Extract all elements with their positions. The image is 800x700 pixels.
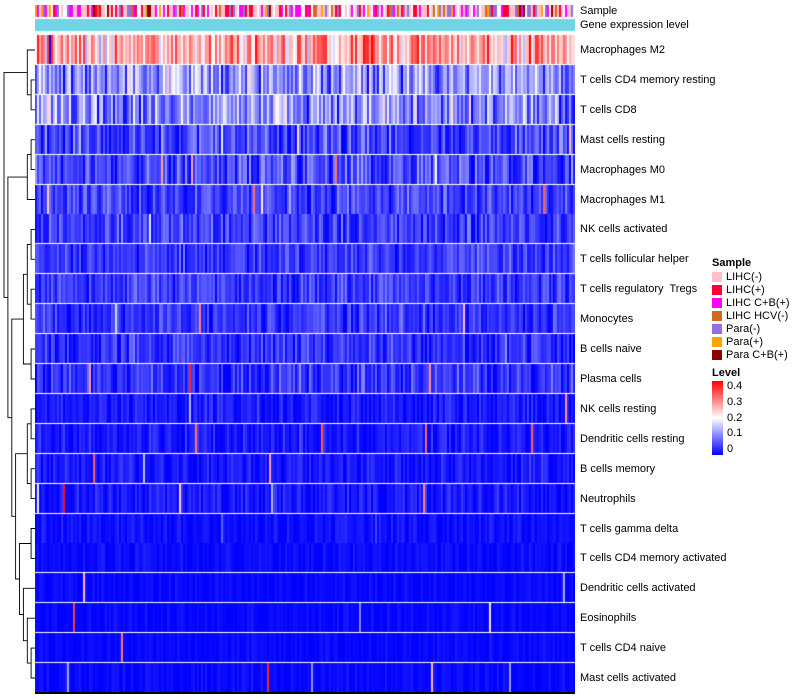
legend-item: LIHC(-) bbox=[712, 271, 790, 283]
row-label-nk-cells-activated: NK cells activated bbox=[580, 223, 668, 236]
legend: Sample LIHC(-) LIHC(+) LIHC C+B(+) LIHC HCV… bbox=[712, 257, 790, 455]
legend-item: LIHC HCV(-) bbox=[712, 310, 790, 322]
sample-annotation-label: Sample bbox=[580, 5, 618, 17]
row-label-monocytes: Monocytes bbox=[580, 313, 634, 326]
row-dendrogram bbox=[3, 49, 35, 679]
legend-swatch bbox=[712, 298, 722, 308]
legend-level-title: Level bbox=[712, 367, 741, 379]
legend-item-label: Para(-) bbox=[726, 323, 761, 335]
row-label-nk-cells-resting: NK cells resting bbox=[580, 402, 657, 415]
row-label-t-cells-follicular-helper: T cells follicular helper bbox=[580, 253, 689, 266]
row-label-t-cells-cd4-memory-activated: T cells CD4 memory activated bbox=[580, 552, 727, 565]
legend-item-label: LIHC(-) bbox=[726, 271, 763, 283]
row-label-dendritic-cells-resting: Dendritic cells resting bbox=[580, 432, 685, 445]
legend-swatch bbox=[712, 324, 722, 334]
row-label-macrophages-m1: Macrophages M1 bbox=[580, 193, 665, 206]
row-label-b-cells-naive: B cells naive bbox=[580, 343, 642, 356]
legend-item: Para C+B(+) bbox=[712, 349, 790, 361]
legend-item-label: Para(+) bbox=[726, 336, 763, 348]
level-gradient-bar bbox=[712, 381, 723, 455]
row-label-macrophages-m2: Macrophages M2 bbox=[580, 43, 665, 56]
legend-item: LIHC C+B(+) bbox=[712, 297, 790, 309]
legend-item: LIHC(+) bbox=[712, 284, 790, 296]
row-label-macrophages-m0: Macrophages M0 bbox=[580, 163, 665, 176]
row-label-dendritic-cells-activated: Dendritic cells activated bbox=[580, 582, 696, 595]
level-tick-label: 0.2 bbox=[727, 411, 743, 424]
level-tick-label: 0.3 bbox=[727, 395, 743, 408]
level-tick-labels: 0.4 0.3 0.2 0.1 0 bbox=[727, 381, 742, 455]
gene-expression-annotation-label: Gene expression level bbox=[580, 19, 689, 31]
legend-item-label: Para C+B(+) bbox=[726, 349, 788, 361]
row-label-t-cells-gamma-delta: T cells gamma delta bbox=[580, 522, 679, 535]
legend-swatch bbox=[712, 272, 722, 282]
row-label-neutrophils: Neutrophils bbox=[580, 492, 636, 505]
legend-sample-items: LIHC(-) LIHC(+) LIHC C+B(+) LIHC HCV(-) Para… bbox=[712, 271, 790, 361]
legend-swatch bbox=[712, 311, 722, 321]
row-label-mast-cells-resting: Mast cells resting bbox=[580, 133, 665, 146]
legend-sample-title: Sample bbox=[712, 257, 752, 269]
row-label-b-cells-memory: B cells memory bbox=[580, 462, 656, 475]
row-label-plasma-cells: Plasma cells bbox=[580, 372, 642, 385]
legend-item-label: LIHC C+B(+) bbox=[726, 297, 790, 309]
row-label-mast-cells-activated: Mast cells activated bbox=[580, 672, 676, 685]
legend-item: Para(-) bbox=[712, 323, 790, 335]
row-label-t-cells-regulatory-tregs: T cells regulatory Tregs bbox=[580, 283, 698, 296]
level-tick-label: 0.1 bbox=[727, 427, 743, 440]
row-label-t-cells-cd8: T cells CD8 bbox=[580, 103, 637, 116]
row-labels: Macrophages M2 T cells CD4 memory resting… bbox=[580, 35, 798, 693]
legend-item-label: LIHC(+) bbox=[726, 284, 765, 296]
legend-item: Para(+) bbox=[712, 336, 790, 348]
level-tick-label: 0 bbox=[727, 443, 734, 455]
legend-swatch bbox=[712, 285, 722, 295]
row-label-eosinophils: Eosinophils bbox=[580, 612, 637, 625]
level-legend: 0.4 0.3 0.2 0.1 0 bbox=[712, 381, 790, 455]
row-label-t-cells-cd4-naive: T cells CD4 naive bbox=[580, 642, 666, 655]
level-tick-label: 0.4 bbox=[727, 380, 743, 392]
legend-item-label: LIHC HCV(-) bbox=[726, 310, 789, 322]
row-label-t-cells-cd4-memory-resting: T cells CD4 memory resting bbox=[580, 73, 716, 86]
heatmap-canvas bbox=[35, 5, 575, 693]
plot-bottom-border bbox=[35, 692, 575, 694]
legend-swatch bbox=[712, 337, 722, 347]
legend-swatch bbox=[712, 350, 722, 360]
